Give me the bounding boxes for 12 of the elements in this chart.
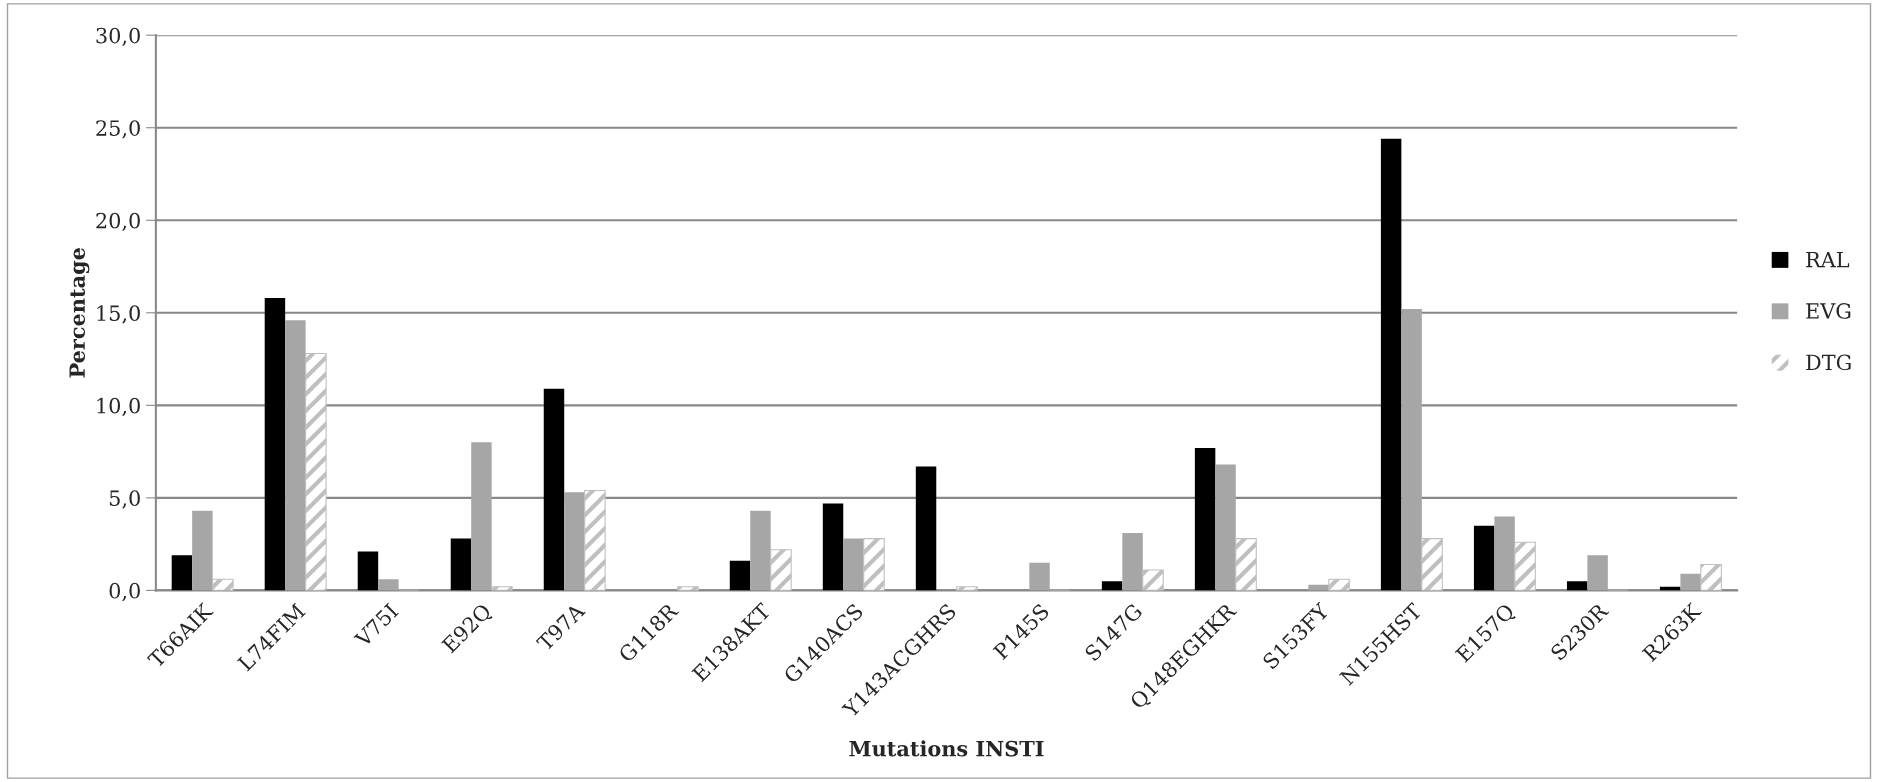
y-tick-label: 10,0	[97, 397, 140, 417]
x-axis-title: Mutations INSTI	[849, 740, 1044, 757]
y-tick-label: 20,0	[96, 212, 140, 232]
legend-label: EVG	[1806, 303, 1851, 319]
y-tick-label: 0,0	[109, 582, 140, 602]
y-tick-label: 25,0	[96, 120, 140, 139]
legend-label: RAL	[1806, 251, 1850, 268]
legend-label: DTG	[1806, 354, 1851, 371]
y-tick-label: 30,0	[96, 27, 140, 46]
y-tick-label: 15,0	[97, 305, 140, 324]
y-axis-title: Percentage	[69, 248, 90, 378]
y-tick-label: 5,0	[109, 490, 140, 509]
